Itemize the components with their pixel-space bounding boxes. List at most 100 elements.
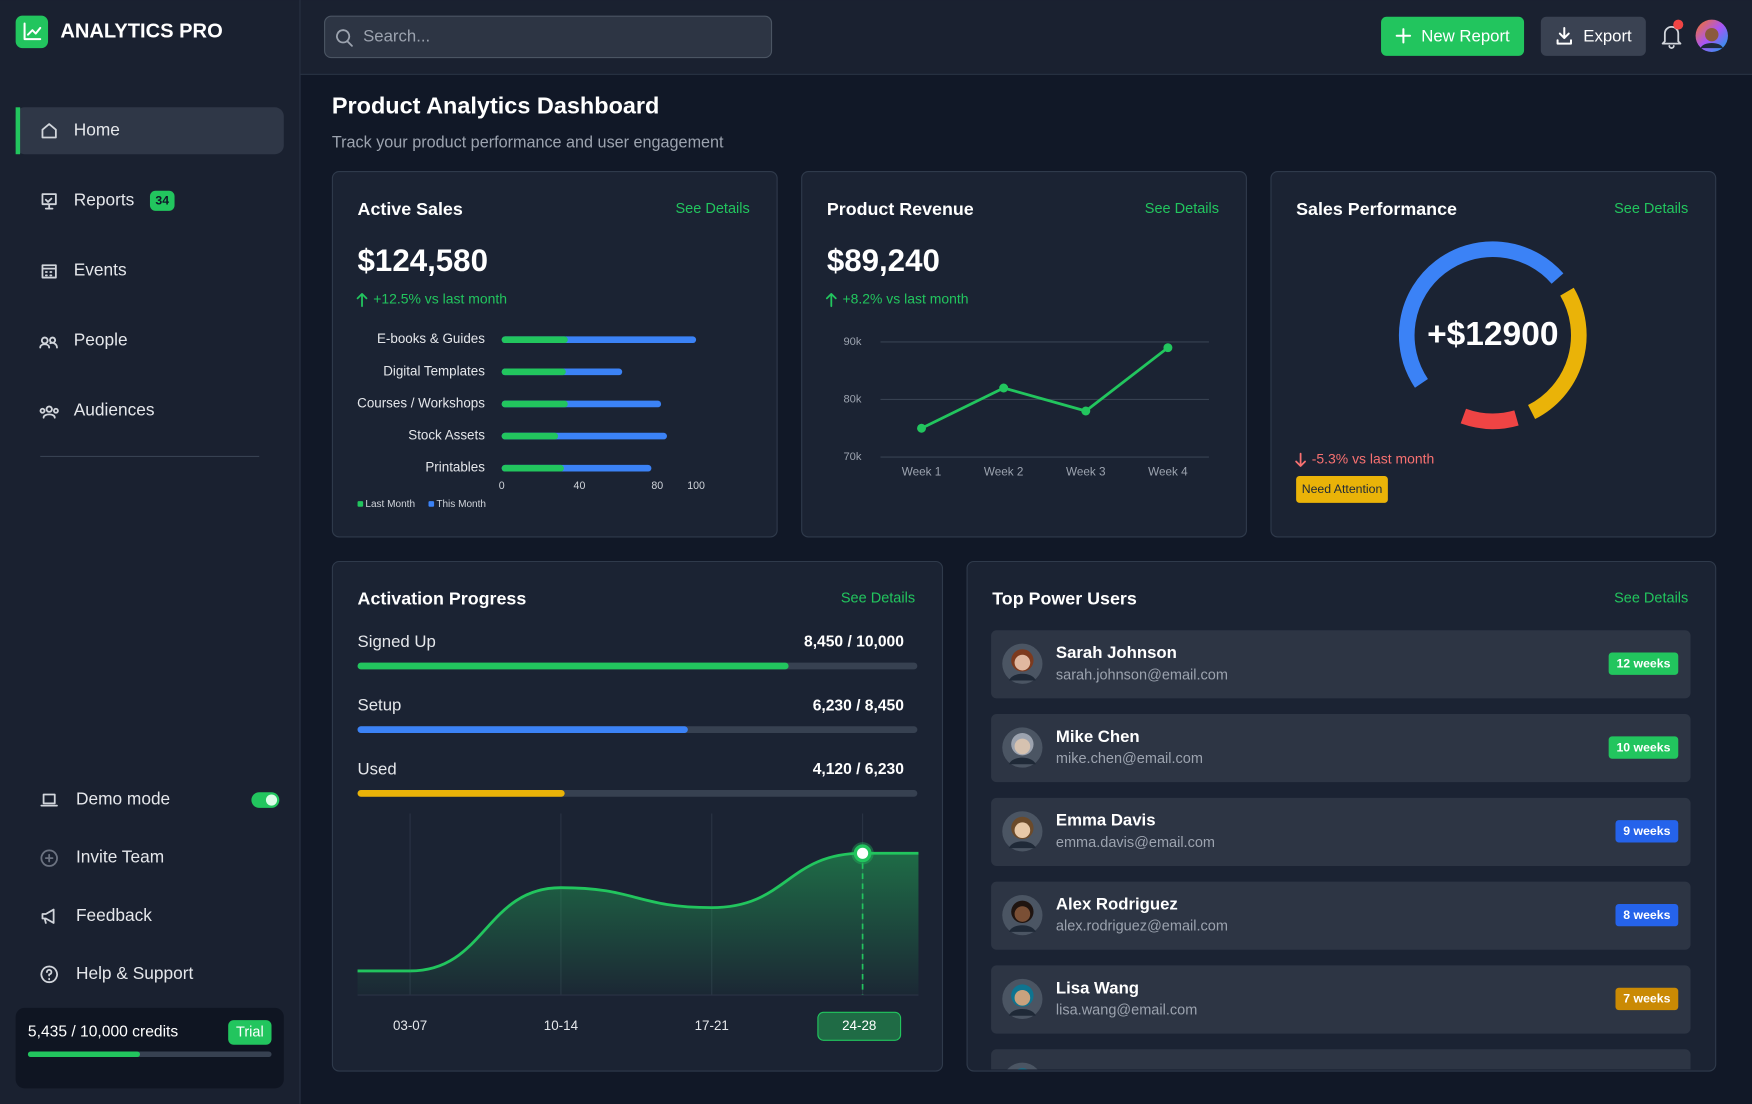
brand: ANALYTICS PRO bbox=[60, 21, 222, 43]
card-title: Sales Performance bbox=[1296, 199, 1457, 219]
sidebar bbox=[0, 0, 300, 1104]
bottom-nav-item[interactable]: Demo mode bbox=[40, 789, 280, 809]
line-point bbox=[999, 383, 1009, 393]
active-range-pill[interactable] bbox=[817, 1011, 902, 1041]
avatar-face bbox=[1705, 27, 1719, 42]
icon-laptop bbox=[40, 793, 58, 807]
export-bg bbox=[1540, 16, 1646, 56]
export-button[interactable]: Export bbox=[1540, 16, 1646, 56]
nav-label: Events bbox=[74, 259, 127, 279]
user-email: emma.davis@email.com bbox=[1056, 835, 1215, 851]
user-badge bbox=[1608, 652, 1679, 675]
demo-toggle-knob bbox=[265, 794, 278, 806]
avatar-face bbox=[1014, 738, 1031, 755]
user-row[interactable]: Emma Davis emma.davis@email.com 9 weeks bbox=[991, 797, 1691, 866]
donut-segment bbox=[1398, 241, 1564, 388]
nav-item[interactable]: Audiences bbox=[39, 400, 155, 420]
export-label: Export bbox=[1583, 26, 1632, 45]
step-label: Used bbox=[358, 759, 397, 778]
stat-value: $89,240 bbox=[827, 243, 940, 278]
user-badge-text: 10 weeks bbox=[1616, 740, 1670, 754]
user-avatar bbox=[1007, 1062, 1038, 1070]
bar bbox=[501, 368, 566, 376]
line-point bbox=[1163, 343, 1173, 353]
x-tick-label: 80 bbox=[651, 480, 663, 492]
step-fill bbox=[357, 789, 565, 797]
page-subtitle: Track your product performance and user … bbox=[332, 133, 724, 151]
donut-segment bbox=[1527, 287, 1587, 420]
nav-label: Reports bbox=[74, 189, 135, 209]
status-badge bbox=[1296, 476, 1388, 503]
bar bbox=[501, 400, 568, 408]
step-label: Signed Up bbox=[358, 632, 436, 651]
notification-dot bbox=[1673, 19, 1684, 30]
area-fill bbox=[357, 853, 919, 995]
nav-item[interactable]: Reports 34 bbox=[41, 189, 175, 211]
nav-active-indicator bbox=[15, 107, 21, 155]
line-series bbox=[920, 346, 1169, 430]
stat-change: -5.3% vs last month bbox=[1312, 451, 1435, 467]
bottom-nav-label: Demo mode bbox=[76, 789, 170, 809]
user-row[interactable]: Alex Rodriguez alex.rodriguez@email.com 8 … bbox=[991, 881, 1691, 950]
x-tick-label: Week 1 bbox=[902, 466, 942, 479]
card-title: Activation Progress bbox=[358, 589, 527, 609]
stat-change: +8.2% vs last month bbox=[842, 291, 968, 307]
new-report-button[interactable]: New Report bbox=[1381, 16, 1525, 56]
x-tick-label: 10-14 bbox=[544, 1018, 579, 1033]
user-email: alex.rodriguez@email.com bbox=[1056, 919, 1228, 935]
profile-avatar[interactable] bbox=[1695, 19, 1728, 52]
bottom-nav-item[interactable]: Feedback bbox=[41, 905, 152, 925]
category-label: Digital Templates bbox=[383, 363, 485, 378]
new-report-bg bbox=[1381, 16, 1525, 56]
see-details-link[interactable]: See Details bbox=[676, 201, 750, 217]
user-badge bbox=[1615, 820, 1679, 843]
step-fill bbox=[357, 726, 688, 734]
user-name: Emma Davis bbox=[1056, 811, 1156, 830]
icon-events bbox=[41, 264, 57, 279]
bottom-nav-item[interactable]: Help & Support bbox=[40, 963, 193, 984]
legend-label: This Month bbox=[436, 499, 486, 510]
y-tick-label: 70k bbox=[843, 451, 861, 463]
icon-invite bbox=[40, 849, 58, 867]
nav-label: Audiences bbox=[74, 400, 155, 420]
bar bbox=[501, 432, 559, 440]
status-badge-text: Need Attention bbox=[1302, 482, 1383, 496]
notifications[interactable] bbox=[1661, 19, 1684, 49]
user-badge-text: 12 weeks bbox=[1616, 657, 1670, 671]
user-row[interactable]: Mike Chen mike.chen@email.com 10 weeks bbox=[991, 714, 1691, 783]
category-label: Courses / Workshops bbox=[357, 395, 485, 410]
user-badge-text: 8 weeks bbox=[1623, 908, 1670, 922]
icon-feedback bbox=[41, 908, 55, 924]
user-row-bg bbox=[991, 881, 1691, 950]
icon-audiences bbox=[39, 405, 59, 419]
focus-point bbox=[853, 844, 872, 863]
x-tick-label: 100 bbox=[687, 480, 705, 492]
y-tick-label: 80k bbox=[843, 393, 861, 405]
avatar-body bbox=[1008, 841, 1036, 849]
download-icon bbox=[1556, 26, 1572, 45]
search-box[interactable]: Search... bbox=[324, 15, 773, 59]
x-tick-label: 0 bbox=[499, 480, 505, 492]
x-tick-label: Week 2 bbox=[984, 466, 1024, 479]
plus-icon bbox=[1395, 28, 1412, 44]
user-badge bbox=[1615, 903, 1679, 927]
logo-glyph bbox=[23, 22, 42, 41]
icon-home bbox=[41, 123, 57, 139]
see-details-link[interactable]: See Details bbox=[1614, 591, 1688, 607]
nav-item[interactable]: Home bbox=[15, 107, 284, 155]
bottom-nav-item[interactable]: Invite Team bbox=[40, 847, 164, 867]
user-badge bbox=[1608, 736, 1679, 759]
bar bbox=[501, 464, 564, 472]
avatar-hair bbox=[1017, 1068, 1028, 1070]
nav-item[interactable]: Events bbox=[41, 259, 127, 279]
user-row[interactable]: Sarah Johnson sarah.johnson@email.com 12 w… bbox=[991, 630, 1691, 699]
see-details-link[interactable]: See Details bbox=[1614, 201, 1688, 217]
nav-item[interactable]: People bbox=[39, 330, 128, 350]
category-label: Stock Assets bbox=[408, 428, 485, 443]
x-tick-label: 40 bbox=[574, 480, 586, 492]
line-point bbox=[1081, 406, 1091, 416]
see-details-link[interactable]: See Details bbox=[841, 591, 915, 607]
see-details-link[interactable]: See Details bbox=[1145, 201, 1219, 217]
x-tick-label: Week 4 bbox=[1148, 466, 1188, 479]
user-row[interactable]: Lisa Wang lisa.wang@email.com 7 weeks bbox=[991, 965, 1691, 1034]
